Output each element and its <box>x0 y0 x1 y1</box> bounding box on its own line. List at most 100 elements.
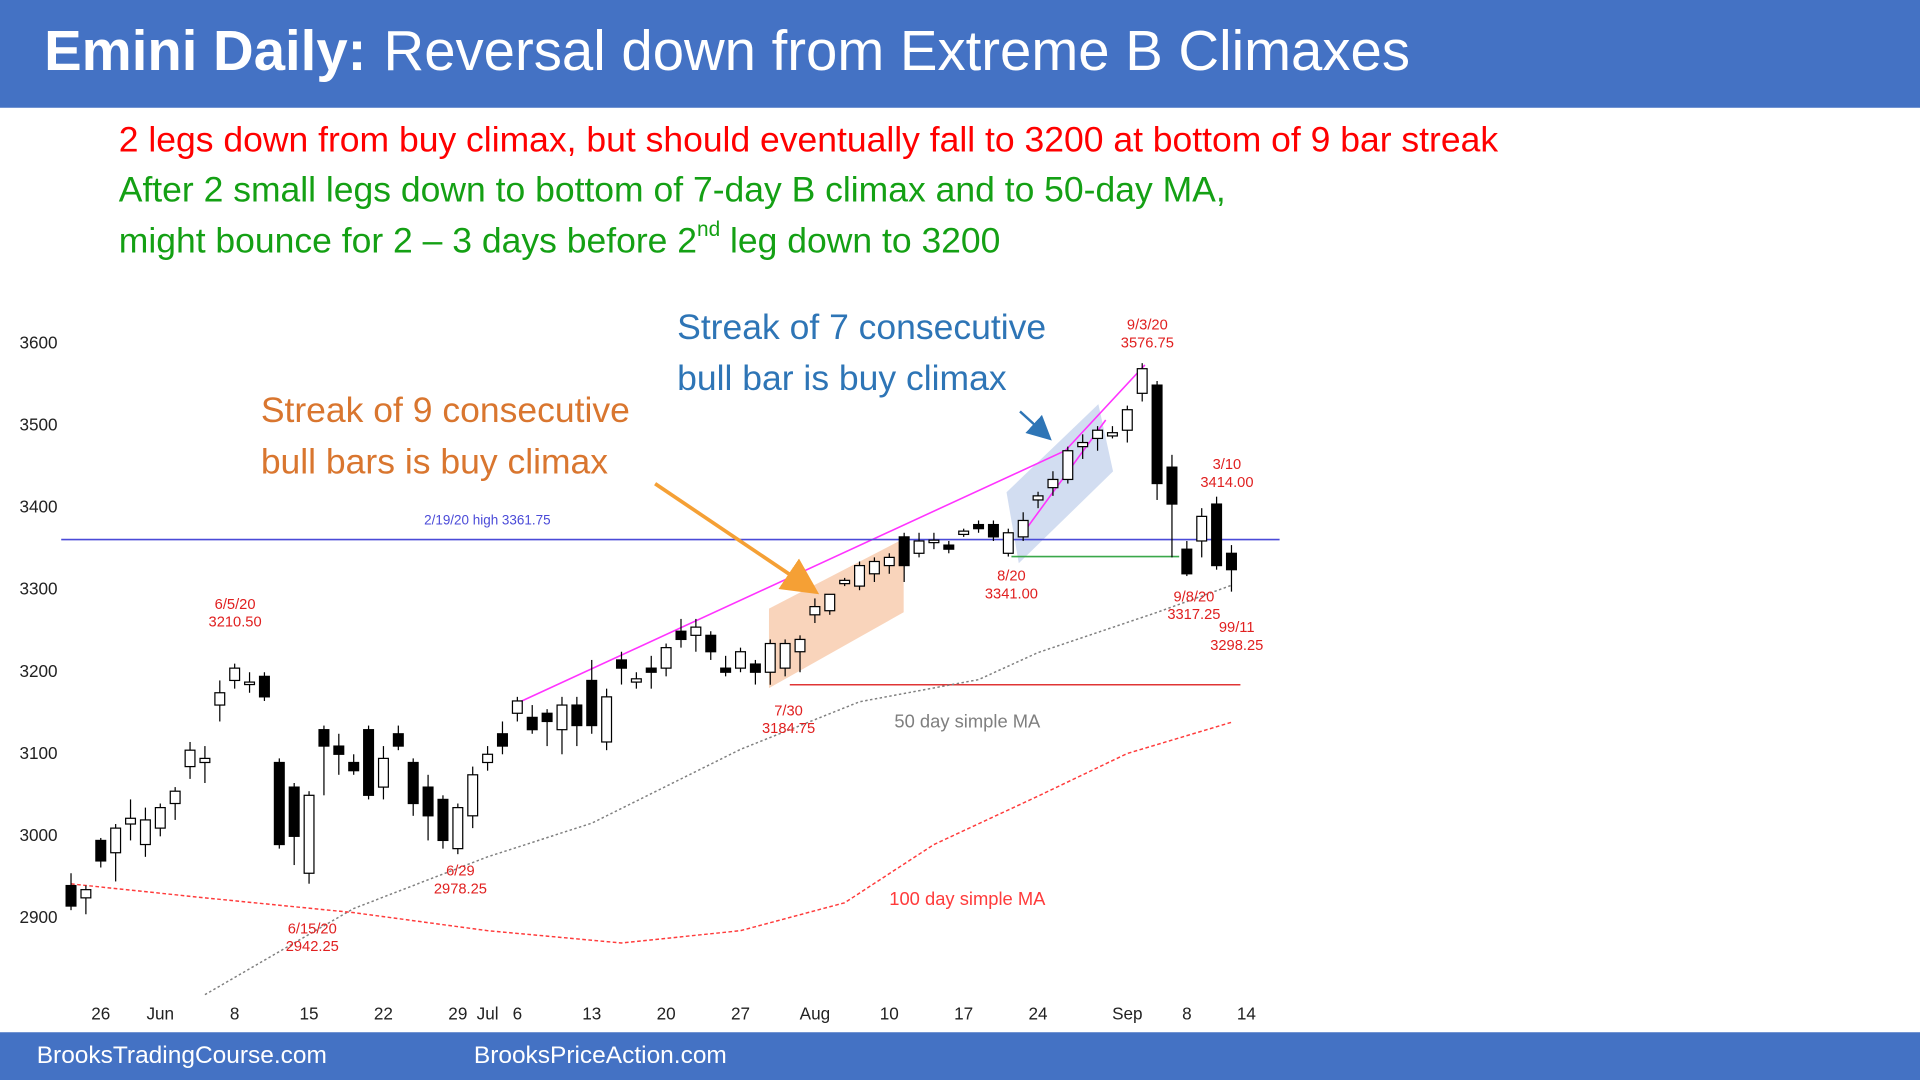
x-tick-label: Aug <box>800 1004 830 1024</box>
candle-body <box>437 798 449 842</box>
x-tick-label: 22 <box>374 1004 393 1024</box>
x-tick-label: 24 <box>1029 1004 1049 1024</box>
candle-body <box>482 753 494 764</box>
candle-body <box>258 675 270 698</box>
note-part: leg down to 3200 <box>720 221 1000 261</box>
candle-body <box>1106 432 1118 437</box>
candle-body <box>139 819 151 846</box>
candle-body <box>1181 548 1193 575</box>
y-tick-label: 3600 <box>19 333 57 353</box>
annotation: 3341.00 <box>985 586 1038 602</box>
arrow <box>1019 410 1052 441</box>
x-tick-label: 26 <box>91 1004 110 1024</box>
annotation: 6/5/20 <box>215 597 256 613</box>
x-tick-label: 17 <box>954 1004 973 1024</box>
x-tick-label: Sep <box>1112 1004 1142 1024</box>
candle-body <box>273 761 285 846</box>
candle-body <box>720 667 732 673</box>
candle-body <box>586 679 598 727</box>
y-tick-label: 3100 <box>19 743 57 763</box>
candle-body <box>1121 409 1133 431</box>
annotation: 3414.00 <box>1200 475 1253 491</box>
candle-body <box>943 544 955 550</box>
y-tick-label: 3300 <box>19 579 57 599</box>
y-tick-label: 2900 <box>19 907 57 927</box>
y-tick-label: 3000 <box>19 825 57 845</box>
candle-body <box>735 651 747 669</box>
x-tick-label: 8 <box>1182 1004 1192 1024</box>
x-tick-label: 20 <box>657 1004 676 1024</box>
candle-body <box>928 539 940 544</box>
y-tick-label: 3500 <box>19 415 57 435</box>
candle-body <box>303 794 315 874</box>
candle-body <box>407 761 419 805</box>
x-tick-label: 14 <box>1237 1004 1257 1024</box>
x-tick-label: 15 <box>300 1004 319 1024</box>
annotation: 3184.75 <box>762 721 815 737</box>
note-sup: nd <box>697 218 720 241</box>
candle-body <box>348 761 360 772</box>
series-label: 100 day simple MA <box>889 888 1046 909</box>
annotation: 3/10 <box>1213 457 1242 473</box>
header-title: Emini Daily: Reversal down from Extreme B… <box>44 19 1410 82</box>
annotation: 7/30 <box>774 703 803 719</box>
annotation: 3210.50 <box>209 615 262 631</box>
candle-body <box>392 733 404 747</box>
candle-body <box>467 774 479 817</box>
candle-body <box>154 806 166 829</box>
x-tick-label: 8 <box>230 1004 240 1024</box>
candle-body <box>169 790 181 805</box>
annotation: 6/15/20 <box>288 921 337 937</box>
candle-body <box>541 712 553 723</box>
candle-body <box>690 626 702 636</box>
candle-body <box>883 556 895 567</box>
x-tick-label: 10 <box>880 1004 899 1024</box>
candle-body <box>705 634 717 653</box>
plot: 2900 3000 3100 3200 3300 3400 3500 3600 26 Jun 8 15… <box>19 318 1280 1024</box>
annotation: 8/20 <box>997 569 1026 585</box>
candle-body <box>958 530 970 536</box>
candle-body <box>913 540 925 554</box>
candle-body <box>511 700 523 714</box>
annotation: 3317.25 <box>1167 607 1220 623</box>
header-bar <box>0 0 1920 108</box>
candle-body <box>1032 495 1044 501</box>
candle-body <box>809 605 821 616</box>
candle-body <box>556 704 568 731</box>
candle-body <box>363 729 375 796</box>
series-label: 50 day simple MA <box>894 710 1041 731</box>
candle-body <box>214 692 226 706</box>
candle-body <box>868 560 880 575</box>
moving-average <box>70 721 1232 944</box>
annotation: 9/3/20 <box>1127 318 1168 334</box>
candle-body <box>244 681 256 686</box>
candle-body <box>80 889 92 899</box>
candle-body <box>973 523 985 530</box>
candle-body <box>65 884 77 907</box>
annotation: 3298.25 <box>1210 638 1263 654</box>
candle-body <box>601 696 613 743</box>
candle-body <box>1002 532 1014 554</box>
candle-body <box>779 642 791 669</box>
candle-body <box>675 630 687 641</box>
annotation: 2942.25 <box>286 939 339 955</box>
candle-body <box>571 704 583 727</box>
callout: Streak of 7 consecutive <box>677 307 1046 347</box>
candle-body <box>229 667 241 682</box>
y-tick-label: 3400 <box>19 497 57 517</box>
candle-body <box>288 786 300 837</box>
footer-bar <box>0 1032 1920 1080</box>
candle-body <box>749 663 761 673</box>
annotation: 3576.75 <box>1121 335 1174 351</box>
callout: Streak of 9 consecutive <box>261 390 630 430</box>
candle-body <box>1196 515 1208 542</box>
annotation: 6/29 <box>446 864 475 880</box>
candle-body <box>824 593 836 612</box>
candle-body <box>794 638 806 653</box>
annotation: 9/8/20 <box>1173 589 1214 605</box>
annotation: 99/11 <box>1219 620 1255 636</box>
candle-body <box>452 806 464 850</box>
note: 2 legs down from buy climax, but should … <box>119 119 1499 159</box>
candle-body <box>333 745 345 755</box>
candle-body <box>764 642 776 673</box>
